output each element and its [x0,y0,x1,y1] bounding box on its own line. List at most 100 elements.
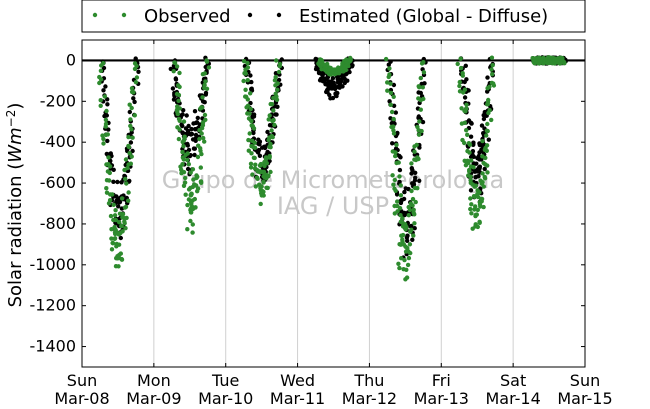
estimated-point [390,141,395,146]
observed-point [252,166,258,171]
observed-point [182,135,187,141]
estimated-point [471,142,476,147]
observed-point [489,55,495,60]
observed-point [112,213,118,218]
x-tick-label-date: Mar-08 [54,389,109,408]
observed-point [103,124,108,129]
observed-point [253,162,258,167]
estimated-point [405,238,410,243]
estimated-point [412,178,418,183]
observed-point [132,61,138,66]
observed-point [412,221,417,226]
estimated-point [413,170,418,175]
estimated-point [470,149,476,154]
observed-point [421,70,427,75]
observed-point [482,174,487,180]
observed-point [395,209,400,214]
observed-point [190,167,196,172]
observed-point [254,175,260,180]
observed-point [128,117,133,122]
y-axis: -1400 -1200 -1000 -800 -600 -400 -200 0 [30,50,585,356]
y-tick-label: -400 [40,132,76,151]
observed-point [395,199,400,204]
estimated-point [481,116,487,122]
observed-point [457,79,462,85]
observed-point [397,174,402,179]
observed-point [181,157,186,162]
observed-point [468,206,473,212]
observed-point [471,194,477,199]
observed-point [97,80,102,86]
observed-point [416,132,422,137]
observed-point [412,149,417,154]
observed-point [406,255,412,261]
observed-point [181,144,186,149]
observed-point [485,128,490,134]
observed-point [194,183,199,188]
estimated-point [477,141,482,146]
estimated-point [192,109,198,114]
observed-point [104,190,110,195]
observed-point [198,165,203,170]
observed-point [348,55,353,61]
observed-point [180,149,185,155]
observed-point [190,230,195,235]
observed-point [275,81,280,86]
observed-point [405,262,411,268]
observed-point [118,230,123,236]
observed-point [467,142,473,147]
observed-point [415,124,420,130]
observed-point [206,65,212,70]
observed-point [117,252,122,258]
observed-point [276,69,282,75]
x-tick-label-day: Wed [280,371,315,390]
observed-point [556,60,561,65]
observed-point [417,85,422,90]
observed-point [409,227,414,232]
observed-point [120,212,126,217]
observed-point [250,172,255,177]
observed-point [479,181,485,186]
observed-point [319,62,325,67]
estimated-point [171,97,177,102]
observed-point [133,80,139,85]
observed-point [183,175,188,181]
observed-point [125,165,130,171]
observed-point [415,155,420,160]
observed-point [245,111,250,116]
estimated-point [180,123,185,129]
observed-point [466,160,471,166]
observed-point [397,265,402,271]
observed-point [203,79,208,84]
estimated-point [197,122,202,127]
observed-point [113,227,118,233]
observed-point [414,142,419,148]
estimated-point [387,99,392,104]
observed-point [391,124,396,129]
legend-observed-label: Observed [144,6,231,27]
observed-point [466,173,471,178]
estimated-point [477,164,483,169]
observed-point [107,198,113,203]
observed-point [101,141,106,146]
estimated-point [136,69,141,75]
observed-point [128,123,133,129]
observed-point [484,133,489,138]
observed-point [560,57,565,62]
observed-point [175,109,180,115]
observed-point [174,91,180,97]
estimated-point [331,80,336,85]
observed-point [477,190,482,195]
y-tick-label: -800 [40,214,76,233]
observed-point [464,102,469,108]
observed-point [562,61,567,66]
estimated-point [105,138,110,144]
estimated-point [185,166,191,172]
observed-point [190,222,195,227]
estimated-point [203,90,209,96]
observed-point [406,249,411,254]
estimated-point [192,146,197,151]
observed-point [202,112,208,118]
x-tick-label-date: Mar-13 [414,389,469,408]
estimated-point [474,161,479,166]
